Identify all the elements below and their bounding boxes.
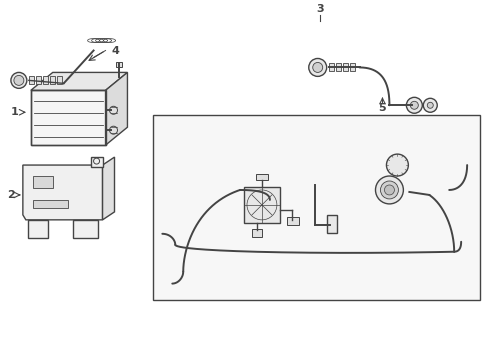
Circle shape	[386, 154, 407, 176]
Bar	[90, 157, 102, 167]
Polygon shape	[28, 220, 48, 238]
Bar	[255, 174, 267, 180]
Circle shape	[380, 181, 398, 199]
Polygon shape	[105, 72, 127, 145]
Circle shape	[14, 75, 24, 85]
Circle shape	[312, 62, 322, 72]
Bar	[29, 76, 34, 84]
Bar	[286, 217, 298, 225]
Text: 3: 3	[315, 4, 323, 14]
Circle shape	[384, 185, 394, 195]
Bar	[36, 76, 41, 84]
Bar	[50, 76, 55, 84]
Bar	[31, 90, 105, 145]
Circle shape	[409, 101, 417, 109]
Circle shape	[375, 176, 403, 204]
Bar	[342, 63, 347, 71]
Polygon shape	[23, 165, 102, 220]
Polygon shape	[73, 220, 98, 238]
Circle shape	[11, 72, 27, 88]
Text: 1: 1	[11, 107, 19, 117]
Bar	[251, 229, 262, 237]
Bar	[33, 200, 67, 208]
Bar	[31, 90, 105, 145]
Circle shape	[109, 126, 117, 134]
Bar	[349, 63, 354, 71]
Polygon shape	[102, 157, 114, 220]
Circle shape	[423, 98, 436, 112]
Text: 5: 5	[378, 103, 386, 113]
Bar	[326, 215, 336, 233]
Text: 4: 4	[111, 45, 119, 55]
Circle shape	[406, 97, 422, 113]
Circle shape	[427, 102, 432, 108]
Bar	[328, 63, 333, 71]
Bar	[116, 62, 122, 67]
Text: 2: 2	[7, 190, 15, 200]
Circle shape	[109, 106, 117, 114]
Bar	[335, 63, 340, 71]
Bar	[153, 115, 479, 300]
Circle shape	[308, 58, 326, 76]
Bar	[42, 76, 48, 84]
Bar	[244, 187, 279, 223]
Polygon shape	[31, 72, 127, 90]
Bar	[33, 176, 53, 188]
Bar	[57, 76, 61, 84]
